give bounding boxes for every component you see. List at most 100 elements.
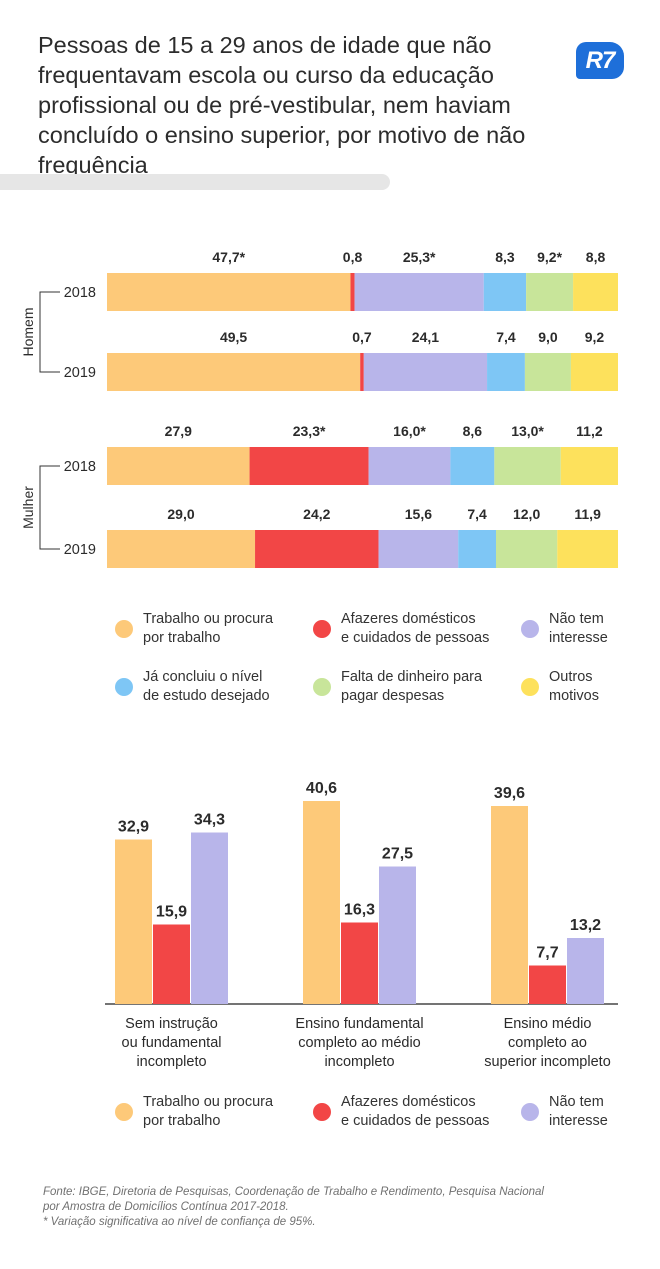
data-label: 25,3* xyxy=(403,249,436,265)
data-label: 47,7* xyxy=(212,249,245,265)
legend-item: Falta de dinheiro para pagar despesas xyxy=(313,668,482,706)
data-label: 8,6 xyxy=(463,423,483,439)
legend-item: Não tem interesse xyxy=(521,1093,608,1131)
stacked-segment xyxy=(570,353,618,391)
stacked-segment xyxy=(368,447,451,485)
stacked-segment xyxy=(107,353,361,391)
category-label: Ensino médio xyxy=(504,1016,592,1032)
data-label: 8,8 xyxy=(586,249,606,265)
data-label: 32,9 xyxy=(118,819,149,836)
bar xyxy=(379,866,416,1004)
category-label: completo ao xyxy=(508,1035,587,1051)
data-label: 7,4 xyxy=(467,506,487,522)
stacked-segment xyxy=(350,273,355,311)
legend-item: Não tem interesse xyxy=(521,610,608,648)
category-label: incompleto xyxy=(136,1054,206,1070)
stacked-segment xyxy=(557,530,618,568)
stacked-chart-legend: Trabalho ou procura por trabalho Afazeres… xyxy=(115,610,635,720)
legend-label: Afazeres domésticos e cuidados de pessoa… xyxy=(341,611,490,646)
stacked-segment xyxy=(526,273,574,311)
group-bracket xyxy=(39,291,60,373)
legend-label: Falta de dinheiro para pagar despesas xyxy=(341,669,483,704)
data-label: 15,6 xyxy=(405,506,432,522)
data-label: 27,9 xyxy=(165,423,192,439)
data-label: 34,3 xyxy=(194,812,225,829)
category-label: superior incompleto xyxy=(484,1054,611,1070)
legend-item: Afazeres domésticos e cuidados de pessoa… xyxy=(313,610,489,648)
data-label: 15,9 xyxy=(156,904,187,921)
legend-item: Afazeres domésticos e cuidados de pessoa… xyxy=(313,1093,489,1131)
data-label: 0,8 xyxy=(343,249,363,265)
data-label: 40,6 xyxy=(306,780,337,797)
year-label: 2019 xyxy=(64,542,96,558)
category-label: completo ao médio xyxy=(298,1035,421,1051)
stacked-segment xyxy=(483,273,527,311)
stacked-segment xyxy=(363,353,488,391)
stacked-segment xyxy=(573,273,618,311)
source-text: Fonte: IBGE, Diretoria de Pesquisas, Coo… xyxy=(43,1186,544,1213)
data-label: 11,2 xyxy=(576,423,603,439)
legend-swatch xyxy=(521,1103,539,1121)
grouped-chart-legend: Trabalho ou procura por trabalho Afazeres… xyxy=(115,1093,635,1143)
data-label: 29,0 xyxy=(167,506,194,522)
legend-label: Afazeres domésticos e cuidados de pessoa… xyxy=(341,1094,490,1129)
legend-label: Não tem interesse xyxy=(549,1094,608,1129)
legend-swatch xyxy=(115,620,133,638)
data-label: 49,5 xyxy=(220,329,247,345)
legend-label: Trabalho ou procura por trabalho xyxy=(143,611,274,646)
data-label: 11,9 xyxy=(574,506,601,522)
stacked-segment xyxy=(524,353,571,391)
year-label: 2018 xyxy=(64,285,96,301)
data-label: 16,0* xyxy=(393,423,426,439)
data-label: 8,3 xyxy=(495,249,515,265)
data-label: 24,2 xyxy=(303,506,330,522)
stacked-segment xyxy=(249,447,369,485)
data-label: 24,1 xyxy=(412,329,439,345)
category-label: incompleto xyxy=(324,1054,394,1070)
bar xyxy=(153,924,190,1004)
group-label: Mulher xyxy=(20,486,36,529)
category-label: Sem instrução xyxy=(125,1016,218,1032)
legend-swatch xyxy=(521,678,539,696)
bar xyxy=(529,965,566,1004)
chart-title: Pessoas de 15 a 29 anos de idade que não… xyxy=(38,32,526,178)
data-label: 7,4 xyxy=(496,329,516,345)
data-label: 9,2 xyxy=(585,329,605,345)
stacked-segment xyxy=(450,447,495,485)
bar xyxy=(341,922,378,1004)
bar xyxy=(191,832,228,1004)
legend-label: Não tem interesse xyxy=(549,611,608,646)
year-label: 2019 xyxy=(64,365,96,381)
legend-swatch xyxy=(313,1103,331,1121)
legend-label: Trabalho ou procura por trabalho xyxy=(143,1094,274,1129)
bar xyxy=(303,801,340,1004)
stacked-segment xyxy=(560,447,618,485)
stacked-segment xyxy=(458,530,496,568)
data-label: 39,6 xyxy=(494,785,525,802)
data-label: 23,3* xyxy=(293,423,326,439)
data-label: 16,3 xyxy=(344,902,375,919)
source-note: Fonte: IBGE, Diretoria de Pesquisas, Coo… xyxy=(43,1185,563,1230)
legend-swatch xyxy=(115,678,133,696)
legend-item: Trabalho ou procura por trabalho xyxy=(115,610,273,648)
bar xyxy=(491,806,528,1004)
legend-label: Já concluiu o nível de estudo desejado xyxy=(143,669,270,704)
data-label: 27,5 xyxy=(382,846,413,863)
stacked-segment xyxy=(495,530,558,568)
r7-logo: R7 xyxy=(576,42,624,79)
grouped-bar-chart: 32,9 15,9 34,3 Sem instrução ou fundamental i… xyxy=(105,780,618,1070)
data-label: 0,7 xyxy=(352,329,372,345)
data-label: 12,0 xyxy=(513,506,540,522)
group-bracket xyxy=(39,465,60,550)
significance-note: * Variação significativa ao nível de con… xyxy=(43,1216,316,1228)
legend-label: Outros motivos xyxy=(549,669,599,704)
category-label: ou fundamental xyxy=(122,1035,222,1051)
data-label: 7,7 xyxy=(536,945,558,962)
legend-item: Outros motivos xyxy=(521,668,599,706)
stacked-segment xyxy=(107,530,256,568)
legend-swatch xyxy=(521,620,539,638)
data-label: 13,2 xyxy=(570,917,601,934)
bar xyxy=(567,938,604,1004)
stacked-segment xyxy=(107,273,351,311)
data-label: 13,0* xyxy=(511,423,544,439)
